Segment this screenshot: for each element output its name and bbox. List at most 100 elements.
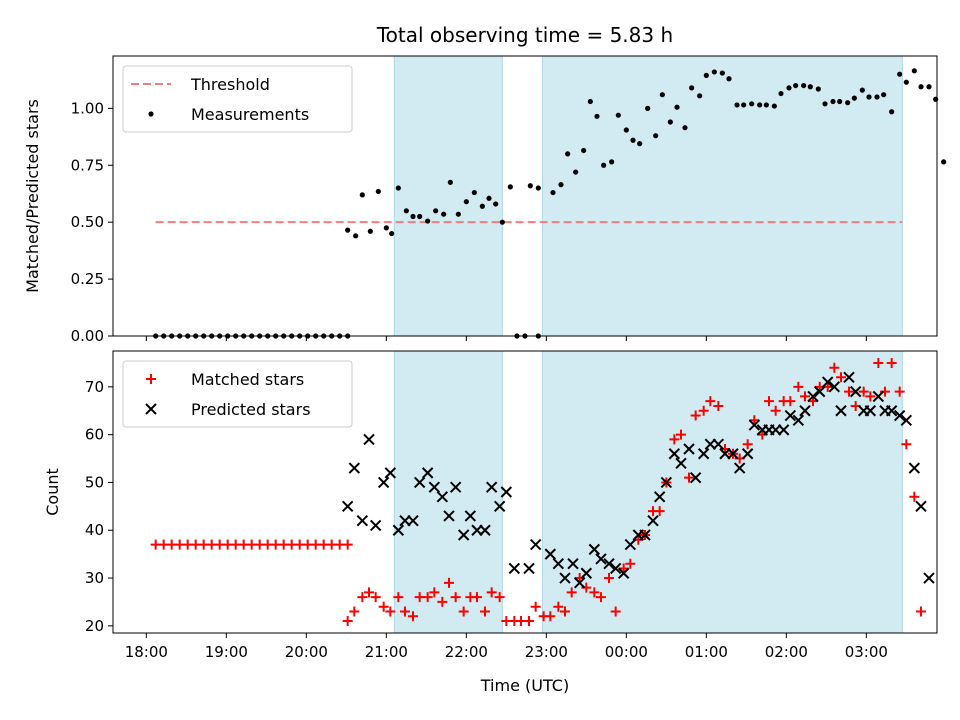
matched-star-point	[610, 606, 621, 617]
measurement-point	[822, 101, 828, 107]
predicted-star-point	[603, 557, 615, 570]
y-tick-label: 20	[85, 617, 104, 635]
predicted-star-point	[588, 543, 601, 556]
measurement-point	[697, 93, 703, 99]
matched-star-point	[342, 616, 353, 627]
predicted-star-point	[689, 471, 702, 484]
legend-matched-swatch	[146, 374, 156, 384]
matched-star-point	[785, 396, 796, 407]
predicted-star-point	[464, 510, 477, 522]
measurement-point	[345, 227, 351, 233]
measurement-point	[486, 195, 492, 201]
measurement-point	[903, 79, 909, 85]
predicted-star-point	[523, 562, 535, 575]
matched-star-point	[894, 386, 905, 397]
matched-star-point	[553, 601, 564, 612]
matched-star-point	[530, 601, 541, 612]
predicted-star-point	[500, 486, 513, 498]
measurement-point	[674, 104, 680, 110]
predicted-star-point	[653, 491, 666, 503]
predicted-star-point	[864, 405, 877, 417]
matched-star-point	[886, 357, 897, 368]
matched-star-point	[545, 611, 556, 622]
matched-star-point	[618, 563, 629, 574]
predicted-star-point	[559, 572, 571, 584]
matched-star-point	[770, 405, 781, 416]
matched-star-point	[808, 396, 818, 407]
measurement-point	[471, 189, 477, 196]
matched-star-point	[909, 491, 920, 502]
predicted-star-point	[828, 381, 841, 393]
measurement-point	[389, 230, 395, 237]
legend-label: Predicted stars	[191, 400, 311, 419]
matched-star-point	[574, 573, 585, 584]
predicted-star-point	[712, 438, 725, 450]
shaded-interval-1	[393, 350, 503, 634]
measurement-point	[623, 127, 629, 133]
predicted-star-point	[508, 562, 521, 575]
predicted-star-point	[835, 405, 847, 417]
measurement-point	[837, 98, 843, 105]
predicted-star-point	[675, 457, 687, 470]
measurement-point	[771, 103, 777, 109]
measurement-point	[367, 228, 373, 234]
axes-frame	[112, 350, 938, 634]
predicted-star-point	[428, 481, 441, 493]
matched-star-point	[684, 472, 694, 483]
predicted-star-point	[493, 500, 506, 513]
measurement-point	[778, 90, 784, 97]
matched-star-point	[901, 439, 912, 450]
measurement-point	[375, 188, 381, 195]
measurement-point	[609, 159, 615, 165]
measurement-point	[897, 71, 903, 77]
measurement-point	[447, 179, 453, 185]
measurement-point	[417, 213, 423, 220]
measurement-point	[463, 199, 469, 205]
matched-star-point	[494, 592, 505, 603]
legend-label: Matched stars	[191, 370, 304, 389]
matched-star-point	[713, 400, 724, 411]
measurement-point	[359, 192, 365, 198]
measurement-point	[859, 87, 865, 93]
matched-star-point	[480, 606, 490, 617]
x-tick-label: 01:00	[685, 643, 728, 661]
matched-star-point	[357, 592, 368, 603]
x-tick-label: 23:00	[525, 643, 568, 661]
measurement-point	[866, 94, 872, 100]
matched-star-point	[458, 606, 469, 617]
matched-star-point	[829, 362, 840, 373]
predicted-star-point	[436, 491, 449, 503]
matched-star-point	[916, 606, 926, 617]
matched-star-point	[429, 587, 440, 598]
measurement-point	[527, 183, 533, 189]
matched-star-point	[437, 596, 448, 607]
predicted-star-point	[748, 419, 761, 431]
measurement-point	[353, 233, 359, 239]
legend	[122, 65, 353, 133]
matched-star-point	[342, 539, 353, 550]
axes-frame	[112, 55, 938, 337]
matched-star-point	[444, 577, 454, 588]
measurement-point	[573, 169, 579, 175]
predicted-star-point	[624, 538, 637, 551]
y-tick-label: 30	[85, 569, 104, 587]
measurement-point	[535, 185, 541, 191]
matched-star-point	[400, 606, 410, 617]
predicted-star-point	[660, 476, 673, 489]
measurement-point	[741, 102, 747, 108]
matched-star-point	[669, 434, 680, 445]
predicted-star-point	[799, 405, 811, 417]
matched-star-point	[393, 592, 404, 603]
y-tick-label: 40	[85, 521, 104, 539]
x-axis-label: Time (UTC)	[480, 676, 569, 695]
predicted-star-point	[792, 414, 805, 427]
predicted-star-point	[341, 500, 354, 513]
predicted-star-point	[552, 557, 565, 570]
matched-star-point	[698, 405, 709, 416]
predicted-star-point	[356, 514, 369, 527]
matched-star-point	[524, 616, 534, 627]
measurement-point	[653, 133, 659, 139]
predicted-star-point	[479, 524, 491, 536]
measurement-point	[659, 92, 665, 98]
measurement-point	[926, 84, 932, 90]
